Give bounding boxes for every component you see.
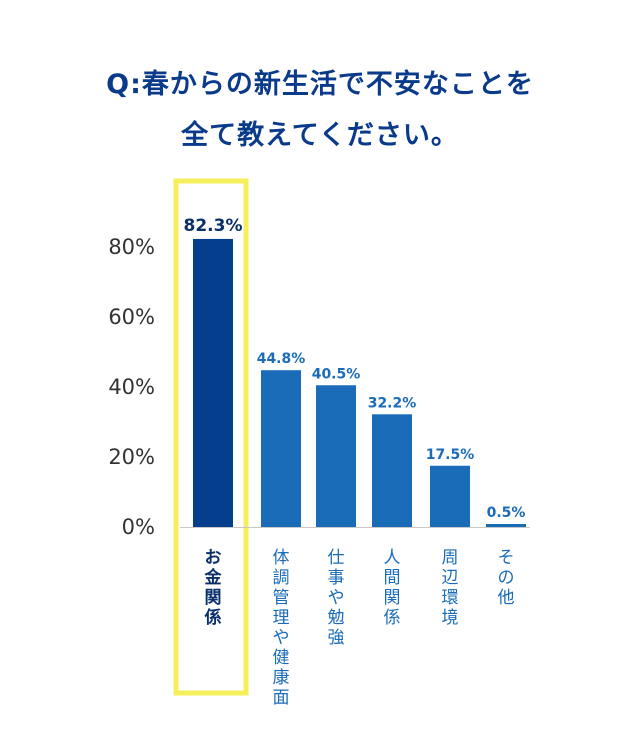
category-label-char: 強	[328, 628, 345, 648]
bar	[261, 370, 301, 527]
value-label: 32.2%	[368, 395, 417, 411]
y-tick-label: 40%	[108, 375, 155, 399]
category-label-char: 係	[384, 608, 401, 628]
category-label-char: 辺	[442, 568, 459, 588]
category-label-char: 事	[328, 568, 345, 588]
category-label-char: 面	[273, 688, 290, 708]
category-label-char: 周	[442, 548, 459, 568]
bar	[486, 524, 526, 527]
chart-title-line-2: 全て教えてください。	[181, 120, 459, 151]
category-label-char: 体	[273, 548, 290, 568]
category-label-char: 境	[442, 608, 459, 628]
category-label-char: 康	[273, 668, 290, 688]
category-label-char: 仕	[328, 548, 345, 568]
category-label-char: お	[205, 548, 222, 568]
category-label-char: 他	[498, 588, 515, 608]
category-label-char: 理	[273, 608, 290, 628]
bar	[430, 465, 470, 527]
category-label: 人間関係	[384, 548, 401, 628]
category-label-char: 勉	[328, 608, 345, 628]
value-label: 40.5%	[312, 366, 361, 382]
category-label: その他	[498, 548, 515, 608]
value-label: 17.5%	[426, 447, 475, 463]
category-label-char: 人	[384, 548, 401, 568]
category-label-char: 関	[205, 588, 222, 608]
category-label-char: や	[273, 628, 290, 648]
value-label: 0.5%	[487, 505, 526, 521]
category-label: 仕事や勉強	[328, 548, 345, 648]
category-label-char: 管	[273, 588, 290, 608]
y-tick-label: 0%	[122, 515, 155, 539]
category-label-char: や	[328, 588, 345, 608]
category-label: 体調管理や健康面	[273, 548, 290, 708]
value-label: 44.8%	[257, 351, 306, 367]
category-label-char: 健	[273, 648, 290, 668]
y-tick-label: 60%	[108, 305, 155, 329]
bar	[193, 238, 233, 527]
category-label-char: 調	[273, 568, 290, 588]
y-tick-label: 20%	[108, 445, 155, 469]
value-label: 82.3%	[184, 216, 243, 236]
category-label-char: 金	[204, 567, 223, 588]
bar	[372, 414, 412, 527]
bar	[316, 385, 356, 527]
category-label-char: そ	[498, 548, 515, 568]
category-label-char: 環	[442, 588, 459, 608]
category-label: お金関係	[204, 548, 223, 628]
chart-title-line-1: Q:春からの新生活で不安なことを	[106, 69, 534, 100]
category-label: 周辺環境	[442, 548, 459, 628]
category-label-char: 関	[384, 588, 401, 608]
y-tick-label: 80%	[108, 235, 155, 259]
category-label-char: の	[498, 568, 515, 588]
category-label-char: 間	[384, 568, 401, 588]
category-label-char: 係	[205, 607, 222, 628]
highlight-box	[173, 178, 249, 696]
